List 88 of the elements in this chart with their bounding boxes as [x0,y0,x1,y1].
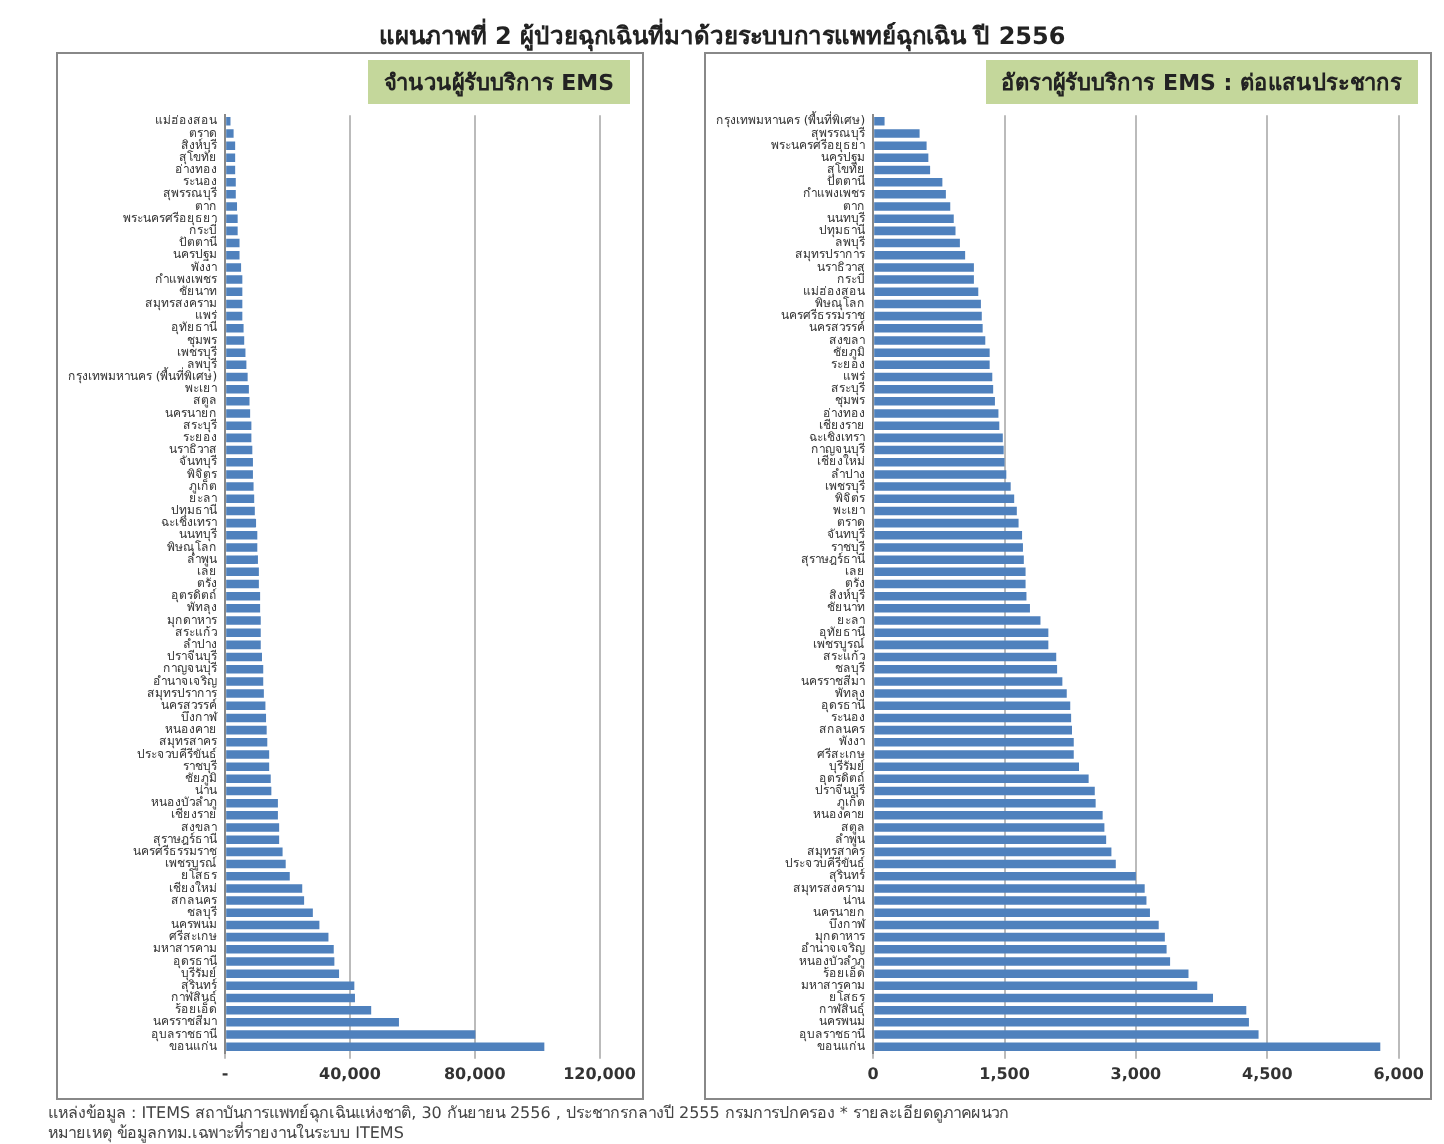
x-tick-label: - [221,1064,229,1083]
bar [874,579,1026,589]
x-tick-label: 4,500 [1242,1064,1294,1083]
x-tick-label: 120,000 [563,1064,637,1083]
bar [226,384,249,394]
bar [226,250,240,260]
bar [874,457,1005,467]
bar [226,847,283,857]
bar [874,567,1026,577]
bar [226,226,238,236]
bar [226,640,261,650]
bar [874,725,1072,735]
bar [874,372,993,382]
bar [874,640,1049,650]
bar [874,591,1027,601]
bar [226,494,255,504]
bar [226,445,253,455]
bar [874,445,1004,455]
bar [226,652,262,662]
bar [874,250,966,260]
chart-title: จำนวนผู้รับบริการ EMS [367,60,630,104]
bar [874,652,1057,662]
bar [226,567,259,577]
bar [226,360,247,370]
text: แผนภาพที่ 2 ผู้ป่วยฉุกเฉินที่มาด้วยระบบการแพทย์ฉุกเฉิน ปี 2556 [376,16,1068,54]
x-tick-label: 40,000 [319,1064,382,1083]
bar [226,153,236,163]
bar [874,177,943,187]
bar [874,932,1165,942]
bar [226,506,255,516]
bar [874,238,960,248]
bar [226,165,236,175]
bar [874,713,1072,723]
bar [226,457,253,467]
bar [226,932,329,942]
bar [874,798,1096,808]
bar [874,774,1089,784]
bar [226,713,267,723]
bar [874,981,1198,991]
x-tick-label: 80,000 [443,1064,507,1083]
bar [226,579,259,589]
bar [226,238,240,248]
bar [874,311,982,321]
bar [226,664,264,674]
x-tick-label: 0 [867,1064,880,1083]
bar [874,847,1112,857]
bar [874,664,1058,674]
bar [226,798,278,808]
x-tick-label: 1,500 [979,1064,1031,1083]
bar [874,153,929,163]
bar [226,774,271,784]
bar [226,591,261,601]
bar [874,506,1017,516]
bar [226,177,236,187]
text: หมายเหตุ ข้อมูลกทม.เฉพาะที่รายงานในระบบ ITEMS [48,1124,404,1144]
text: แหล่งข้อมูล : ITEMS สถาบันการแพทย์ฉุกเฉินแห่งชาติ, 30 กันยายน 2556 , ประชากรกลางปี 2555 กรมการปกครอง * รายละเอียดดูภาคผนวก [48,1104,1009,1123]
chart-title: อัตราผู้รับบริการ EMS : ต่อแสนประชากร [985,60,1418,104]
bar [226,372,248,382]
bar [226,701,266,711]
bar [874,518,1019,528]
bar [874,908,1150,918]
bar [226,299,243,309]
bar [226,981,355,991]
x-tick-label: 6,000 [1373,1064,1425,1083]
bar [874,360,990,370]
bar [226,908,313,918]
bar [874,226,956,236]
bar [874,859,1116,869]
bar [874,299,981,309]
bar [874,920,1159,930]
bar [874,993,1214,1003]
bar [226,993,355,1003]
bar [226,725,267,735]
bar [874,384,994,394]
bar [874,165,931,175]
bar [874,786,1095,796]
bar [226,311,243,321]
bar [874,494,1015,504]
bar [874,1005,1247,1015]
bar [226,1005,372,1015]
bar [226,859,286,869]
bar [874,701,1071,711]
bar [226,786,272,796]
bar [874,433,1003,443]
bar [226,518,257,528]
x-tick-label: 3,000 [1110,1064,1163,1083]
bar [226,920,320,930]
bar [226,433,252,443]
